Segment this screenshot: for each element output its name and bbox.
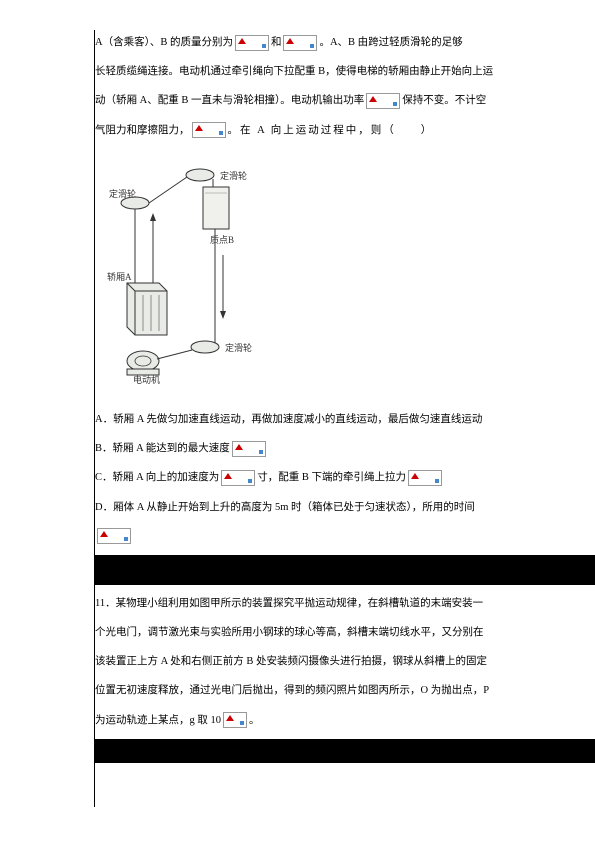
label-car-a: 轿厢A — [107, 271, 132, 282]
formula-placeholder-icon — [283, 35, 317, 51]
option-d-cont — [95, 524, 525, 549]
text: 。在 A 向上运动过程中，则（ ） — [228, 125, 434, 136]
q11-line: 位置无初速度释放，通过光电门后抛出，得到的频闪照片如图丙所示，O 为抛出点，P — [95, 678, 525, 703]
text: A（含乘客）、B 的质量分别为 — [95, 37, 233, 48]
text: 11．某物理小组利用如图甲所示的装置探究平抛运动规律，在斜槽轨道的末端安装一 — [95, 598, 483, 609]
option-b: B．轿厢 A 能达到的最大速度 — [95, 436, 525, 461]
q11-line: 该装置正上方 A 处和右侧正前方 B 处安装频闪摄像头进行拍摄，钢球从斜槽上的固… — [95, 649, 525, 674]
text: 。 — [249, 715, 260, 726]
option-a: A．轿厢 A 先做匀加速直线运动，再做加速度减小的直线运动，最后做匀速直线运动 — [95, 407, 525, 432]
text-content: A（含乘客）、B 的质量分别为 和 。A、B 由跨过轻质滑轮的足够 长轻质缆绳连接。… — [95, 30, 525, 763]
formula-placeholder-icon — [408, 470, 442, 486]
label-left-pulley: 定滑轮 — [109, 188, 136, 199]
label-top-pulley: 定滑轮 — [220, 170, 247, 181]
q11-line: 为运动轨迹上某点，g 取 10 。 — [95, 708, 525, 733]
text-line: A（含乘客）、B 的质量分别为 和 。A、B 由跨过轻质滑轮的足够 — [95, 30, 525, 55]
text: A．轿厢 A 先做匀加速直线运动，再做加速度减小的直线运动，最后做匀速直线运动 — [95, 414, 482, 425]
label-motor: 电动机 — [133, 374, 160, 385]
text: 位置无初速度释放，通过光电门后抛出，得到的频闪照片如图丙所示，O 为抛出点，P — [95, 685, 489, 696]
formula-placeholder-icon — [232, 441, 266, 457]
formula-placeholder-icon — [192, 122, 226, 138]
text: 为运动轨迹上某点，g 取 10 — [95, 715, 221, 726]
text: 。A、B 由跨过轻质滑轮的足够 — [319, 37, 462, 48]
formula-placeholder-icon — [97, 528, 131, 544]
q11-line: 11．某物理小组利用如图甲所示的装置探究平抛运动规律，在斜槽轨道的末端安装一 — [95, 591, 525, 616]
text: 长轻质缆绳连接。电动机通过牵引绳向下拉配重 B，使得电梯的轿厢由静止开始向上运 — [95, 66, 493, 77]
formula-placeholder-icon — [235, 35, 269, 51]
text: 个光电门，调节激光束与实验所用小钢球的球心等高，斜槽末端切线水平，又分别在 — [95, 627, 484, 638]
formula-placeholder-icon — [221, 470, 255, 486]
left-border — [94, 30, 95, 807]
text: 气阻力和摩擦阻力， — [95, 125, 190, 136]
text-line: 动（轿厢 A、配重 B 一直未与滑轮相撞）。电动机输出功率 保持不变。不计空 — [95, 88, 525, 113]
text: 和 — [271, 37, 282, 48]
text: 该装置正上方 A 处和右侧正前方 B 处安装频闪摄像头进行拍摄，钢球从斜槽上的固… — [95, 656, 487, 667]
formula-placeholder-icon — [223, 712, 247, 728]
q11-line: 个光电门，调节激光束与实验所用小钢球的球心等高，斜槽末端切线水平，又分别在 — [95, 620, 525, 645]
redaction-bar — [94, 739, 595, 763]
elevator-diagram: 定滑轮 定滑轮 质点B 轿厢A 定滑轮 电动机 — [105, 155, 525, 395]
text: D．厢体 A 从静止开始到上升的高度为 5m 时（箱体已处于匀速状态），所用的时… — [95, 502, 475, 513]
redaction-bar — [94, 555, 595, 585]
option-d: D．厢体 A 从静止开始到上升的高度为 5m 时（箱体已处于匀速状态），所用的时… — [95, 495, 525, 520]
text: 保持不变。不计空 — [402, 95, 486, 106]
formula-placeholder-icon — [366, 93, 400, 109]
text: 寸，配重 B 下端的牵引绳上拉力 — [257, 472, 406, 483]
text: B．轿厢 A 能达到的最大速度 — [95, 443, 230, 454]
label-bottom-pulley: 定滑轮 — [225, 342, 252, 353]
label-weight-b: 质点B — [210, 234, 234, 245]
text: 动（轿厢 A、配重 B 一直未与滑轮相撞）。电动机输出功率 — [95, 95, 364, 106]
diagram-svg: 定滑轮 定滑轮 质点B 轿厢A 定滑轮 电动机 — [105, 155, 270, 385]
option-c: C．轿厢 A 向上的加速度为 寸，配重 B 下端的牵引绳上拉力 — [95, 465, 525, 490]
text-line: 长轻质缆绳连接。电动机通过牵引绳向下拉配重 B，使得电梯的轿厢由静止开始向上运 — [95, 59, 525, 84]
text: C．轿厢 A 向上的加速度为 — [95, 472, 219, 483]
text-line: 气阻力和摩擦阻力， 。在 A 向上运动过程中，则（ ） — [95, 118, 525, 143]
car-a-shape — [127, 283, 167, 335]
document-page: A（含乘客）、B 的质量分别为 和 。A、B 由跨过轻质滑轮的足够 长轻质缆绳连接。… — [0, 0, 595, 842]
